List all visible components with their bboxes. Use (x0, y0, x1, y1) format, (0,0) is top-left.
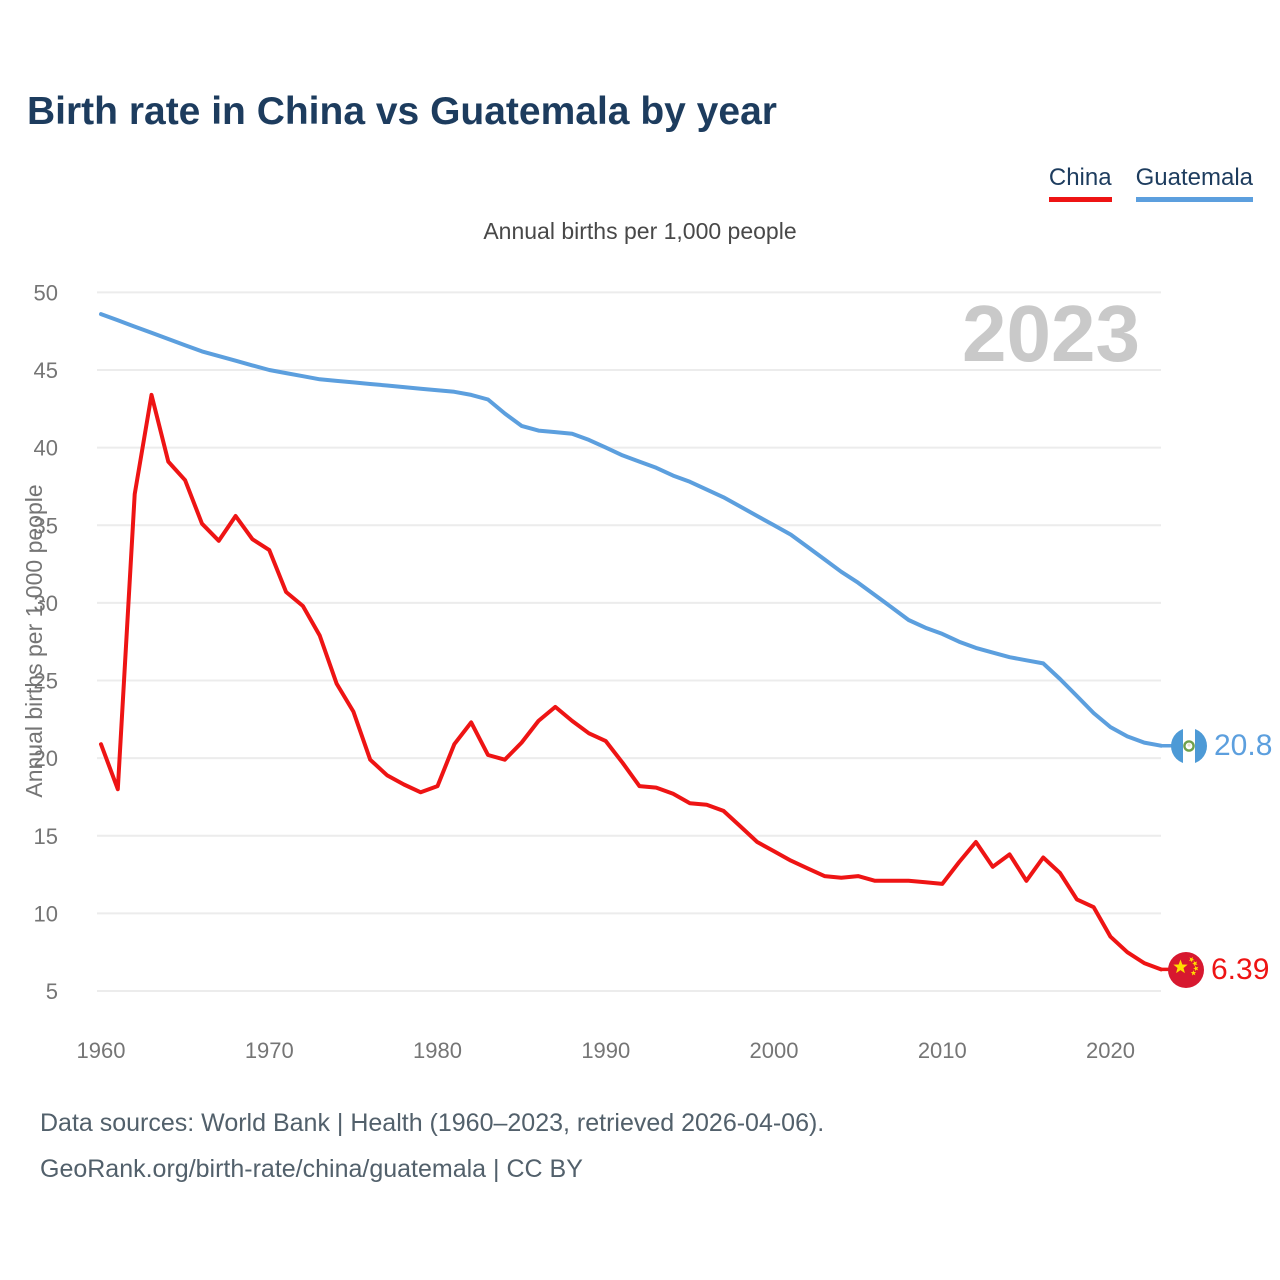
guatemala-flag-icon (1171, 728, 1207, 764)
y-tick-label: 50 (34, 280, 58, 305)
y-tick-label: 20 (34, 746, 58, 771)
x-tick-label: 1990 (581, 1038, 630, 1063)
y-tick-label: 40 (34, 436, 58, 461)
legend-item-china[interactable]: China (1048, 164, 1112, 202)
china-flag-star (1190, 970, 1197, 976)
x-tick-label: 2010 (918, 1038, 967, 1063)
legend-guatemala-underline (1135, 197, 1253, 202)
guatemala-end-label: 20.8 (1171, 728, 1272, 764)
china-line (99, 392, 1163, 972)
y-tick-label: 35 (34, 513, 58, 538)
china-flag-star (1173, 959, 1188, 974)
china-end-label: 6.39 (1168, 952, 1269, 988)
chart-subtitle: Annual births per 1,000 people (483, 218, 797, 244)
legend-china-label: China (1048, 164, 1112, 191)
x-tick-label: 1960 (77, 1038, 126, 1063)
china-flag-star (1192, 960, 1198, 967)
x-tick-label: 2000 (750, 1038, 799, 1063)
x-tick-label: 1970 (245, 1038, 294, 1063)
china-flag-star (1188, 956, 1195, 963)
y-axis-title: Annual births per 1,000 people (21, 484, 47, 797)
legend-guatemala-label: Guatemala (1135, 164, 1253, 191)
y-tick-label: 5 (46, 979, 58, 1004)
footer-attribution-line: GeoRank.org/birth-rate/china/guatemala |… (40, 1155, 583, 1183)
y-tick-label: 30 (34, 591, 58, 616)
footer: Data sources: World Bank | Health (1960–… (40, 1100, 824, 1192)
x-tick-label: 2020 (1086, 1038, 1135, 1063)
y-tick-label: 45 (34, 358, 58, 383)
y-tick-label: 25 (34, 669, 58, 694)
legend-china-underline (1048, 197, 1112, 202)
footer-source-line: Data sources: World Bank | Health (1960–… (40, 1109, 825, 1137)
guatemala-end-value: 20.8 (1214, 729, 1273, 762)
guatemala-line (99, 312, 1163, 748)
page-title: Birth rate in China vs Guatemala by year (27, 90, 777, 133)
china-flag-icon (1168, 952, 1204, 988)
legend-item-guatemala[interactable]: Guatemala (1135, 164, 1253, 202)
y-tick-label: 15 (34, 824, 58, 849)
watermark-year: 2023 (962, 289, 1140, 378)
china-end-value: 6.39 (1211, 953, 1270, 986)
x-tick-label: 1980 (413, 1038, 462, 1063)
y-tick-label: 10 (34, 901, 58, 926)
china-flag-star (1193, 965, 1199, 972)
legend: China Guatemala (1048, 164, 1253, 202)
